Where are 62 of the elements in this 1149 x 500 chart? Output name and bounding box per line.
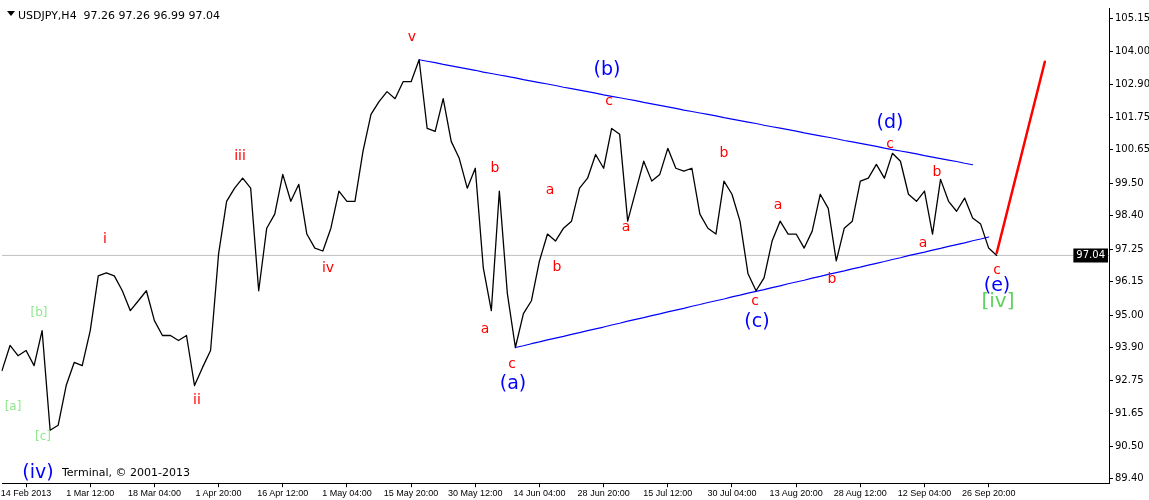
x-tick-label: 12 Sep 04:00 [897, 488, 952, 499]
y-tick-label: 91.65 [1115, 406, 1144, 418]
x-tick-label: 18 Mar 04:00 [127, 488, 181, 499]
annotation: (c) [744, 308, 770, 331]
annotation: a [621, 217, 631, 234]
annotation: b [719, 143, 729, 160]
x-tick-label: 15 Jul 12:00 [643, 488, 693, 499]
y-tick-label: 99.50 [1115, 177, 1144, 189]
annotation: Terminal, © 2001-2013 [61, 465, 190, 479]
x-tick-label: 1 May 04:00 [322, 488, 372, 499]
x-tick-label: 1 Mar 12:00 [66, 488, 115, 499]
x-tick-label: 15 May 20:00 [383, 488, 439, 499]
x-tick-label: 13 Aug 20:00 [769, 488, 823, 499]
annotation: c [751, 291, 759, 308]
y-tick-label: 96.15 [1115, 275, 1144, 287]
annotation: (a) [499, 370, 527, 393]
y-tick-label: 92.75 [1115, 374, 1144, 386]
x-tick-label: 1 Apr 20:00 [195, 488, 242, 499]
x-tick-label: 14 Jun 04:00 [513, 488, 566, 499]
y-tick-label: 102.90 [1115, 77, 1149, 89]
y-tick-label: 95.00 [1115, 308, 1144, 320]
annotation: a [918, 233, 928, 250]
x-tick-label: 30 Jul 04:00 [707, 488, 757, 499]
y-tick-label: 93.90 [1115, 340, 1144, 352]
annotation: iv [321, 258, 335, 275]
annotation: v [407, 27, 417, 44]
annotation: c [508, 354, 516, 371]
annotation: i [103, 229, 107, 246]
y-tick-label: 90.50 [1115, 440, 1144, 452]
x-tick-label: 26 Sep 20:00 [961, 488, 1016, 499]
x-tick-label: 30 May 12:00 [448, 488, 503, 499]
annotation: a [773, 195, 783, 212]
annotation: iii [234, 146, 246, 163]
y-tick-label: 98.40 [1115, 209, 1144, 221]
x-tick-label: 28 Jun 20:00 [577, 488, 630, 499]
ref-line-label: 97.04 [1076, 248, 1106, 260]
annotation: c [605, 91, 613, 108]
annotation: ii [193, 390, 201, 407]
y-tick-label: 104.00 [1115, 45, 1149, 57]
y-tick-label: 100.65 [1115, 143, 1149, 155]
annotation: (d) [876, 109, 904, 132]
annotation: (iv) [22, 459, 54, 482]
annotation: [b] [30, 305, 48, 320]
annotation: (b) [593, 56, 621, 79]
annotation: b [490, 158, 500, 175]
annotation: b [552, 257, 562, 274]
annotation: a [545, 180, 555, 197]
y-tick-label: 89.40 [1115, 472, 1144, 484]
annotation: c [993, 260, 1001, 277]
x-tick-label: 16 Apr 12:00 [257, 488, 309, 499]
annotation: b [932, 162, 942, 179]
x-tick-label: 28 Aug 12:00 [833, 488, 887, 499]
y-tick-label: 105.15 [1115, 11, 1149, 23]
chart-title: USDJPY,H4 97.26 97.26 96.99 97.04 [18, 8, 221, 22]
x-tick-label: 14 Feb 2013 [0, 488, 52, 499]
annotation: c [886, 134, 894, 151]
annotation: b [827, 269, 837, 286]
annotation: a [480, 319, 490, 336]
y-tick-label: 101.75 [1115, 111, 1149, 123]
y-tick-label: 97.25 [1115, 242, 1144, 254]
annotation: [c] [35, 429, 51, 444]
annotation: [a] [4, 399, 22, 414]
